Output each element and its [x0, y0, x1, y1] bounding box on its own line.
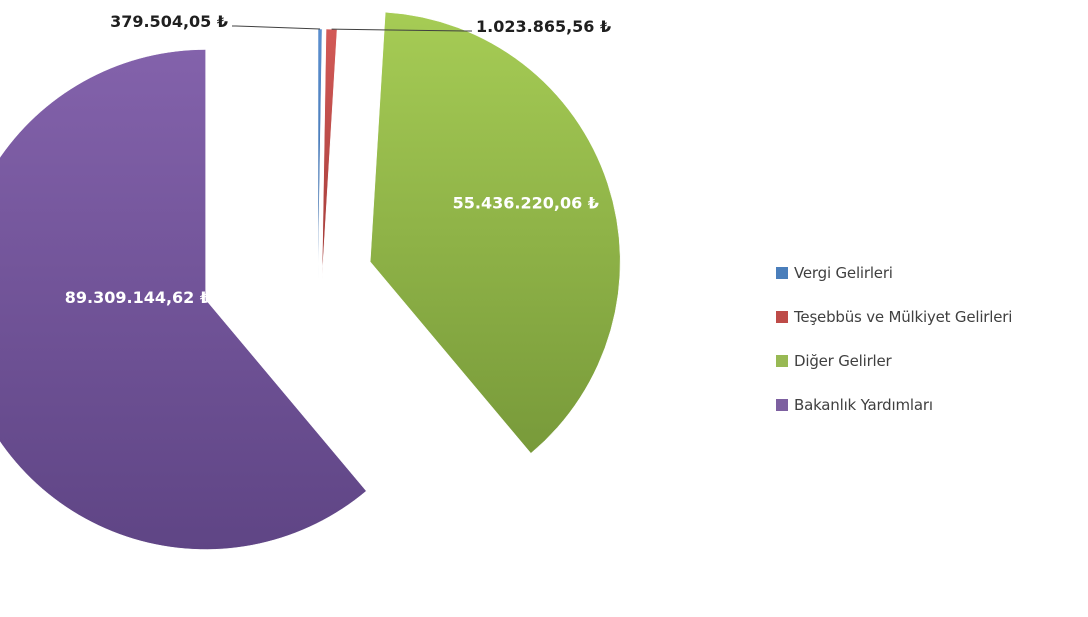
- legend-swatch: [776, 267, 788, 279]
- pie-slice: [317, 28, 323, 280]
- legend-label: Diğer Gelirler: [794, 352, 892, 370]
- legend-label: Teşebbüs ve Mülkiyet Gelirleri: [794, 308, 1013, 326]
- data-label: 55.436.220,06 ₺: [453, 194, 599, 213]
- legend-swatch: [776, 311, 788, 323]
- pie-slice: [0, 49, 367, 550]
- legend-item: Vergi Gelirleri: [776, 262, 1088, 284]
- leader-line: [331, 28, 472, 32]
- data-label: 89.309.144,62 ₺: [65, 288, 211, 307]
- legend-item: Bakanlık Yardımları: [776, 394, 1088, 416]
- pie-slice: [321, 28, 338, 280]
- legend-label: Bakanlık Yardımları: [794, 396, 933, 414]
- leader-line: [232, 25, 321, 30]
- legend-item: Diğer Gelirler: [776, 350, 1088, 372]
- pie-slice: [369, 11, 621, 454]
- legend-item: Teşebbüs ve Mülkiyet Gelirleri: [776, 306, 1088, 328]
- legend-swatch: [776, 355, 788, 367]
- data-label: 379.504,05 ₺: [110, 12, 228, 31]
- legend-label: Vergi Gelirleri: [794, 264, 893, 282]
- legend-swatch: [776, 399, 788, 411]
- chart-legend: Vergi Gelirleri Teşebbüs ve Mülkiyet Gel…: [776, 262, 1088, 438]
- data-label: 1.023.865,56 ₺: [476, 17, 611, 36]
